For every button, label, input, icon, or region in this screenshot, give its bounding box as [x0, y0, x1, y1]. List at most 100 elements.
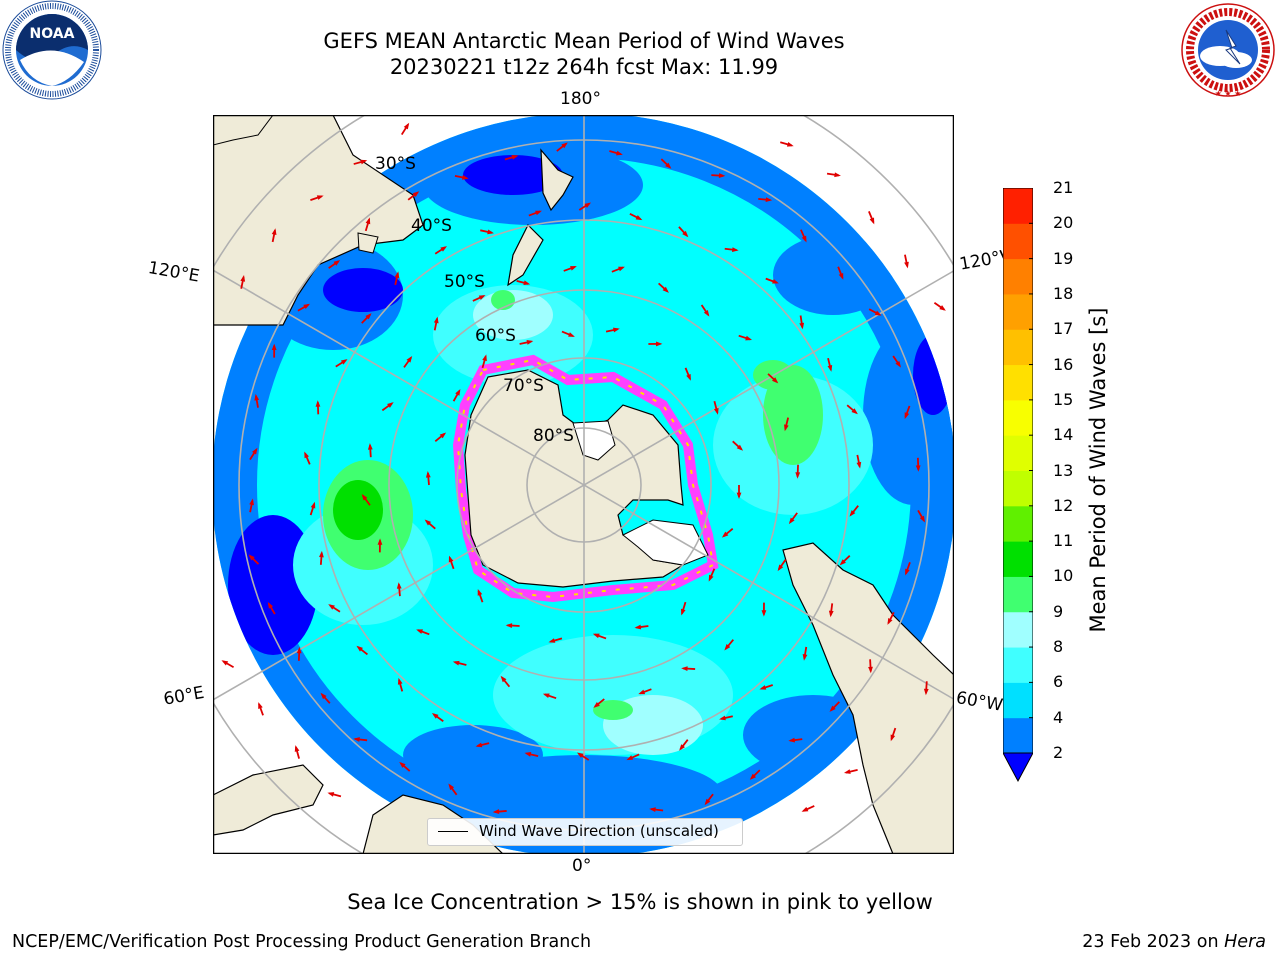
wind-wave-arrowhead — [448, 555, 454, 563]
wind-wave-arrowhead — [542, 693, 550, 699]
wind-wave-arrowhead — [890, 734, 896, 742]
map-legend: Wind Wave Direction (unscaled) — [427, 818, 743, 846]
wind-wave-arrowhead — [613, 327, 620, 333]
colorbar-under-triangle — [1002, 752, 1034, 783]
colorbar-segment — [1003, 223, 1033, 260]
wind-wave-arrowhead — [304, 451, 309, 459]
wind-wave-arrowhead — [634, 624, 642, 630]
wind-wave-arrowhead — [310, 501, 316, 509]
wind-wave-arrowhead — [718, 173, 726, 178]
wind-wave-arrowhead — [296, 646, 302, 654]
ice-shelf-weddell — [622, 519, 709, 566]
wind-wave-arrowhead — [869, 217, 875, 225]
latitude-label-40s: 40°S — [411, 216, 452, 236]
wind-wave-arrowhead — [616, 150, 623, 156]
latitude-label-60s: 60°S — [475, 326, 516, 346]
wind-wave-arrowhead — [356, 645, 363, 652]
wind-wave-arrowhead — [478, 295, 486, 300]
wind-wave-arrowhead — [736, 492, 742, 499]
wind-wave-arrowhead — [834, 172, 841, 178]
colorbar-segment — [1003, 717, 1033, 754]
nws-logo: ★ ★ ★ — [1176, 0, 1280, 100]
wind-wave-arrowhead — [904, 261, 909, 269]
wind-wave-arrowhead — [365, 217, 371, 225]
wind-wave-arrowhead — [708, 574, 714, 582]
wind-wave-arrowhead — [771, 377, 779, 384]
wind-wave-arrowhead — [703, 310, 710, 317]
wind-wave-arrowhead — [732, 247, 739, 253]
period-patch — [593, 700, 633, 720]
wind-wave-arrowhead — [638, 689, 646, 695]
wind-wave-arrowhead — [851, 408, 858, 415]
colorbar-tick-label: 9 — [1053, 601, 1064, 621]
wind-wave-arrowhead — [500, 675, 507, 683]
wind-wave-arrowhead — [271, 228, 277, 235]
chart-subtitle: 20230221 t12z 264h fcst Max: 11.99 — [389, 55, 779, 79]
wind-wave-arrowhead — [461, 175, 469, 180]
longitude-label-60w: 60°W — [954, 688, 1005, 716]
wind-wave-arrowhead — [686, 373, 691, 381]
wind-wave-arrowhead — [320, 692, 327, 700]
wind-wave-arrowhead — [416, 629, 423, 634]
longitude-label-60e: 60°E — [162, 682, 206, 710]
wind-wave-arrowhead — [511, 155, 519, 160]
wind-wave-arrowhead — [724, 644, 731, 651]
wind-wave-arrowhead — [361, 493, 368, 501]
wind-wave-arrowhead — [704, 798, 711, 806]
longitude-label-120e: 120°E — [146, 258, 201, 287]
landmass-new-zealand-south — [507, 223, 544, 287]
wind-wave-arrowhead — [440, 246, 448, 252]
wind-wave-arrowhead — [524, 752, 532, 757]
wind-wave-arrowhead — [905, 568, 910, 576]
wind-wave-arrowhead — [682, 230, 689, 238]
longitude-label-0: 0° — [572, 856, 592, 876]
colorbar — [1002, 187, 1034, 783]
wind-wave-arrowhead — [923, 688, 929, 696]
colorbar-tick-label: 6 — [1053, 672, 1064, 692]
wind-wave-arrowhead — [475, 742, 483, 748]
wind-wave-arrowhead — [487, 229, 494, 235]
wind-wave-arrowhead — [592, 633, 600, 639]
colorbar-segment — [1003, 293, 1033, 330]
wind-wave-arrowhead — [254, 393, 260, 401]
colorbar-tick-label: 2 — [1053, 743, 1064, 762]
wind-wave-arrowhead — [365, 313, 372, 320]
wind-wave-arrowhead — [680, 608, 686, 616]
wind-wave-arrowhead — [856, 461, 862, 469]
latitude-label-80s: 80°S — [533, 426, 574, 446]
wind-wave-arrowhead — [568, 332, 575, 337]
graticule-lon-120 — [213, 269, 954, 701]
wind-wave-arrowhead — [777, 564, 784, 572]
wind-wave-arrowhead — [849, 510, 856, 517]
svg-text:★ ★ ★: ★ ★ ★ — [1215, 89, 1242, 98]
wind-wave-arrowhead — [665, 162, 672, 169]
wind-wave-arrowhead — [333, 260, 341, 266]
wind-wave-arrowhead — [843, 769, 851, 774]
wind-wave-arrowhead — [424, 519, 432, 526]
colorbar-segment — [1003, 258, 1033, 295]
wind-wave-arrowhead — [887, 618, 893, 625]
wind-wave-arrowhead — [294, 745, 300, 752]
wind-wave-arrowhead — [838, 272, 844, 280]
colorbar-segment — [1003, 647, 1033, 683]
wind-wave-arrowhead — [736, 444, 744, 451]
colorbar-segment — [1003, 611, 1033, 648]
landmass-australia — [213, 115, 424, 326]
colorbar-tick-label: 16 — [1053, 354, 1074, 374]
noaa-logo: NOAA — [0, 0, 104, 100]
colorbar-segment — [1003, 399, 1033, 436]
wind-wave-arrowhead — [895, 360, 901, 368]
map-panel: 30°S 40°S 50°S 60°S 70°S 80°S — [213, 115, 954, 854]
wind-wave-arrowhead — [749, 773, 757, 780]
wind-wave-arrowhead — [412, 191, 420, 198]
wind-wave-arrowhead — [403, 122, 410, 130]
wind-wave-arrowhead — [761, 610, 767, 617]
period-patch — [773, 235, 893, 315]
wind-wave-arrowhead — [360, 159, 368, 165]
wind-wave-arrowhead — [367, 443, 373, 450]
landmass-south-america — [782, 542, 954, 854]
landmass-tasmania — [357, 232, 379, 254]
latitude-label-70s: 70°S — [503, 376, 544, 396]
wind-wave-arrowhead — [919, 515, 926, 523]
wind-wave-arrowhead — [649, 807, 656, 813]
